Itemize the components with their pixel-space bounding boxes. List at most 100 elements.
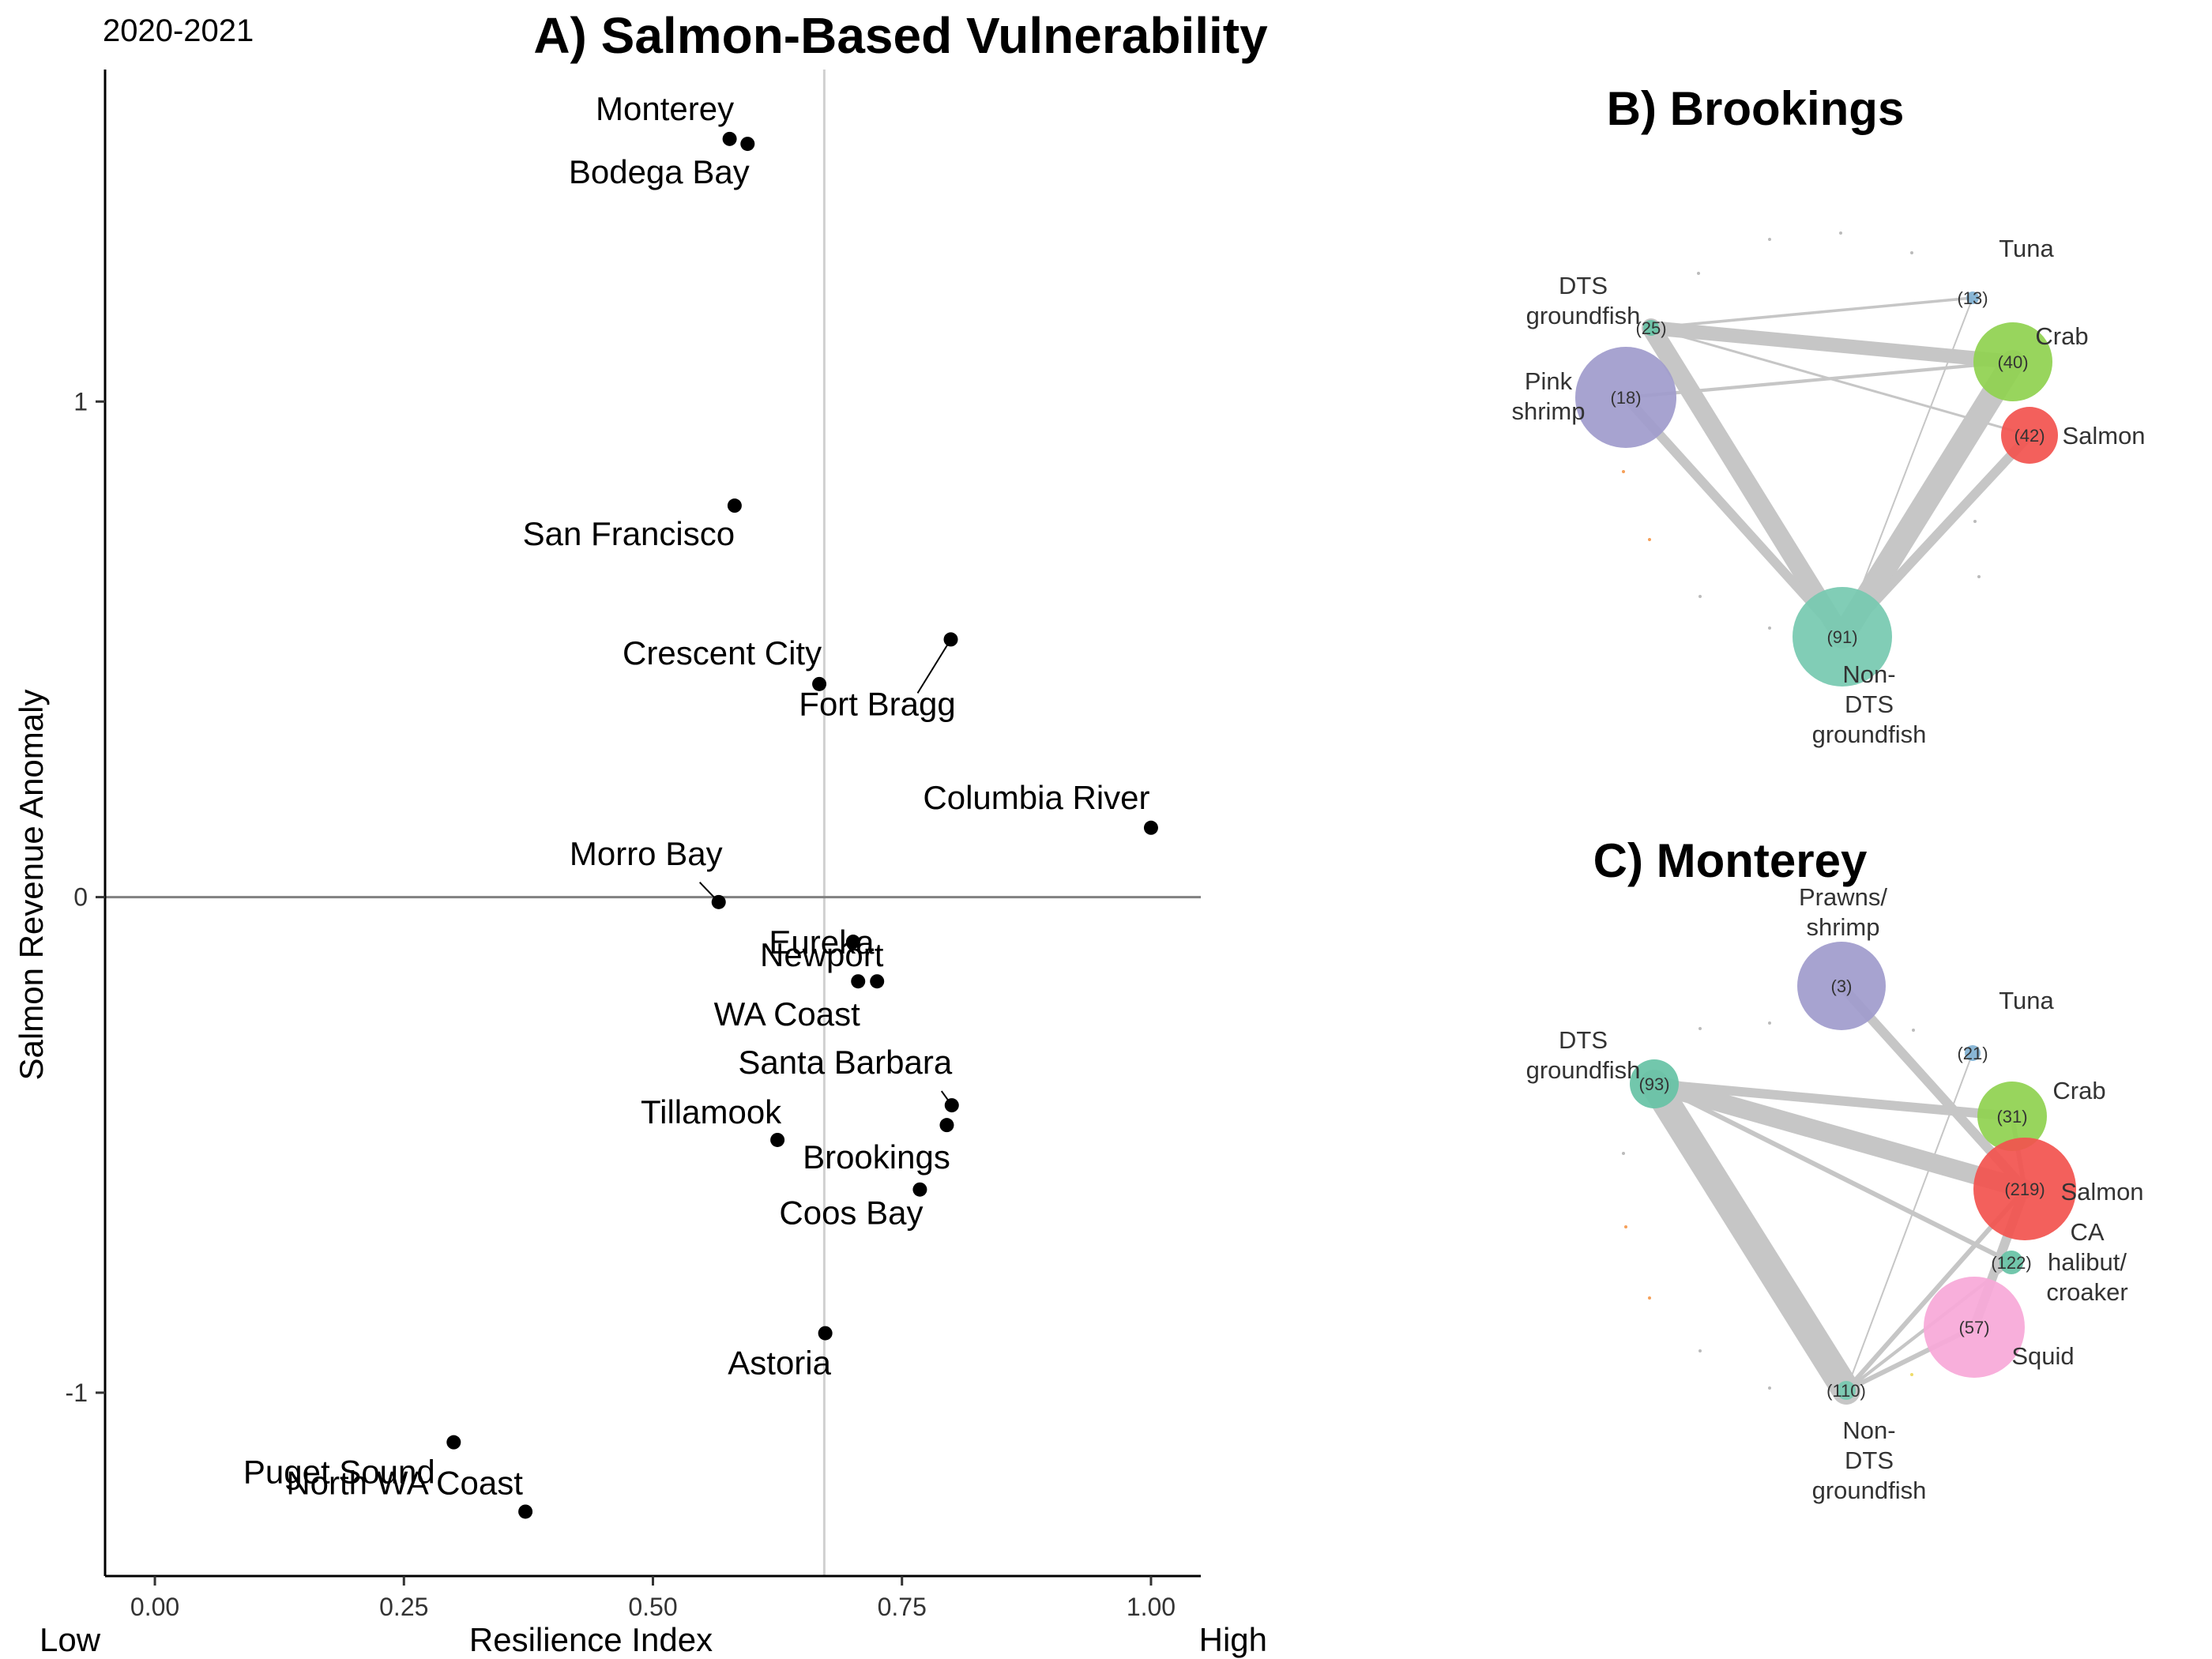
panel-c-title: C) Monterey xyxy=(1593,834,1868,887)
x-axis-low-label: Low xyxy=(40,1621,101,1658)
x-axis-high-label: High xyxy=(1199,1621,1267,1658)
data-point xyxy=(711,894,726,909)
node-tuna xyxy=(1965,1045,1981,1061)
background-speck xyxy=(1648,538,1651,541)
background-speck xyxy=(1768,626,1771,630)
data-point xyxy=(812,676,827,691)
node-label: Non-DTS groundfish xyxy=(1812,660,1927,748)
background-speck xyxy=(1698,1349,1702,1352)
background-speck xyxy=(1624,1225,1627,1228)
data-point xyxy=(939,1118,954,1133)
data-point xyxy=(943,632,958,647)
panel-b-network: B) Brookings (25)DTS groundfish (13) Tuna (4… xyxy=(1511,82,2145,748)
background-speck xyxy=(1698,595,1702,598)
background-speck xyxy=(1839,231,1842,235)
network-edge xyxy=(1841,297,1973,638)
x-tick-label: 0.25 xyxy=(379,1593,428,1621)
node-count: (57) xyxy=(1958,1318,1989,1337)
node-label: CA halibut/croaker xyxy=(2046,1218,2127,1306)
node-label: Salmon xyxy=(2060,1178,2143,1206)
point-label: Tillamook xyxy=(641,1093,782,1130)
node-label: Prawns/shrimp xyxy=(1799,883,1887,941)
background-speck xyxy=(1910,1373,1913,1376)
data-point xyxy=(870,974,885,989)
network-edge xyxy=(1623,359,2015,400)
point-label: Columbia River xyxy=(923,779,1149,816)
background-speck xyxy=(1912,1029,1915,1032)
background-speck xyxy=(1622,1152,1625,1155)
point-label: Puget Sound xyxy=(243,1454,435,1491)
node-label: Squid xyxy=(2011,1342,2074,1370)
background-speck xyxy=(1697,272,1700,275)
background-speck xyxy=(1973,520,1977,523)
node-count: (91) xyxy=(1826,627,1857,647)
background-speck xyxy=(1977,575,1981,578)
point-label: Coos Bay xyxy=(779,1194,923,1232)
point-label: Fort Bragg xyxy=(799,685,955,722)
node-count: (21) xyxy=(1957,1044,1988,1063)
network-edge xyxy=(1644,321,2020,369)
network-edge xyxy=(1645,1074,2034,1198)
data-point xyxy=(770,1132,785,1147)
point-label: Monterey xyxy=(596,90,734,127)
point-label: Bodega Bay xyxy=(569,153,750,190)
point-label: Newport xyxy=(760,936,884,973)
label-leader-line xyxy=(916,638,952,694)
x-tick-label: 1.00 xyxy=(1127,1593,1176,1621)
x-tick-label: 0.00 xyxy=(130,1593,179,1621)
y-axis-title: Salmon Revenue Anomaly xyxy=(13,690,50,1081)
node-count: (3) xyxy=(1831,976,1853,996)
data-point xyxy=(851,974,866,989)
panel-c-network: C) Monterey (3) Prawns/shrimp (21) Tuna (93)… xyxy=(1526,834,2144,1504)
panel-a-axes: 0.00 0.25 0.50 0.75 1.00 -1 0 1 xyxy=(66,70,1201,1621)
node-count: (93) xyxy=(1638,1074,1669,1094)
point-label: Crescent City xyxy=(623,634,822,672)
point-label: Santa Barbara xyxy=(738,1044,952,1081)
network-edge xyxy=(1621,393,1847,641)
node-squid xyxy=(1924,1277,2025,1378)
node-count: (25) xyxy=(1635,318,1666,338)
node-prawns xyxy=(1797,942,1886,1030)
x-axis-title: Resilience Index xyxy=(469,1621,713,1658)
node-nondts xyxy=(1837,1381,1856,1400)
y-tick-label: 1 xyxy=(73,387,88,416)
x-tick-label: 0.75 xyxy=(878,1593,927,1621)
data-point xyxy=(845,935,860,950)
background-speck xyxy=(1768,238,1771,241)
network-edge xyxy=(1650,296,1974,329)
point-label: WA Coast xyxy=(714,995,860,1033)
node-dts xyxy=(1643,320,1659,336)
data-point xyxy=(1143,820,1158,835)
x-tick-label: 0.50 xyxy=(628,1593,677,1621)
node-label: Salmon xyxy=(2062,422,2145,450)
background-speck xyxy=(1698,1027,1702,1030)
point-label: Astoria xyxy=(728,1345,831,1382)
data-point xyxy=(518,1504,533,1519)
node-count: (42) xyxy=(2014,426,2045,446)
point-label: Morro Bay xyxy=(570,835,723,872)
node-crab xyxy=(1973,322,2052,401)
node-label: Crab xyxy=(2035,322,2088,350)
data-point xyxy=(740,137,755,152)
data-point xyxy=(446,1435,461,1450)
node-pink xyxy=(1575,347,1676,448)
node-label: DTS groundfish xyxy=(1526,272,1641,329)
background-speck xyxy=(1910,251,1913,254)
node-label: Crab xyxy=(2052,1077,2105,1104)
node-nondts xyxy=(1793,587,1892,687)
node-label: Tuna xyxy=(1999,987,2054,1014)
node-label: Pink shrimp xyxy=(1511,367,1585,425)
node-count: (31) xyxy=(1996,1107,2027,1127)
background-speck xyxy=(1768,1386,1771,1390)
node-label: Non-DTS groundfish xyxy=(1812,1416,1927,1504)
node-salmon xyxy=(2001,407,2058,464)
network-edge xyxy=(1642,318,1852,646)
node-count: (18) xyxy=(1610,388,1641,408)
node-label: DTS groundfish xyxy=(1526,1026,1641,1084)
node-tuna xyxy=(1966,292,1979,304)
point-label: Eureka xyxy=(769,924,875,961)
background-speck xyxy=(1648,1296,1651,1300)
panel-a-title: A) Salmon-Based Vulnerability xyxy=(533,7,1268,64)
panel-a-scatter: A) Salmon-Based Vulnerability 0.00 0.25 0.… xyxy=(13,7,1268,1658)
